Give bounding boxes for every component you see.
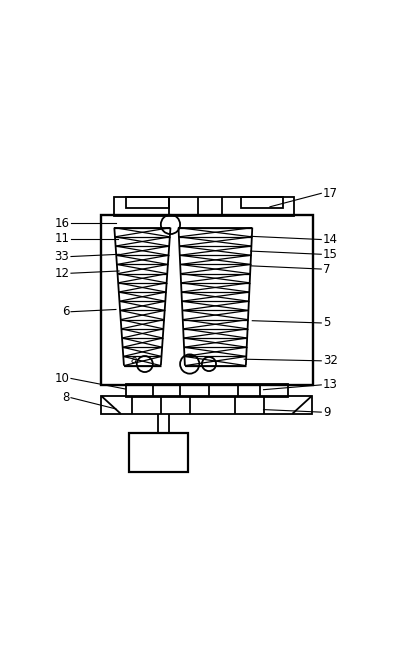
Text: 7: 7: [322, 263, 330, 275]
Text: 11: 11: [54, 232, 69, 245]
Bar: [125, 384, 287, 397]
Bar: [101, 396, 311, 414]
Bar: [101, 215, 313, 385]
Text: 14: 14: [322, 233, 337, 246]
Text: 10: 10: [55, 372, 69, 385]
Text: 17: 17: [322, 187, 337, 200]
Text: 13: 13: [322, 379, 337, 391]
Bar: [114, 197, 293, 216]
Text: 12: 12: [54, 267, 69, 279]
Text: 16: 16: [54, 217, 69, 230]
Bar: [125, 197, 169, 208]
Text: 5: 5: [322, 316, 330, 330]
Text: 8: 8: [62, 391, 69, 404]
Text: 33: 33: [55, 250, 69, 263]
Text: 32: 32: [322, 354, 337, 367]
Bar: [128, 433, 188, 472]
Bar: [240, 197, 282, 208]
Text: a: a: [130, 355, 136, 365]
Text: 9: 9: [322, 405, 330, 419]
Text: 15: 15: [322, 248, 337, 261]
Text: 6: 6: [62, 306, 69, 318]
